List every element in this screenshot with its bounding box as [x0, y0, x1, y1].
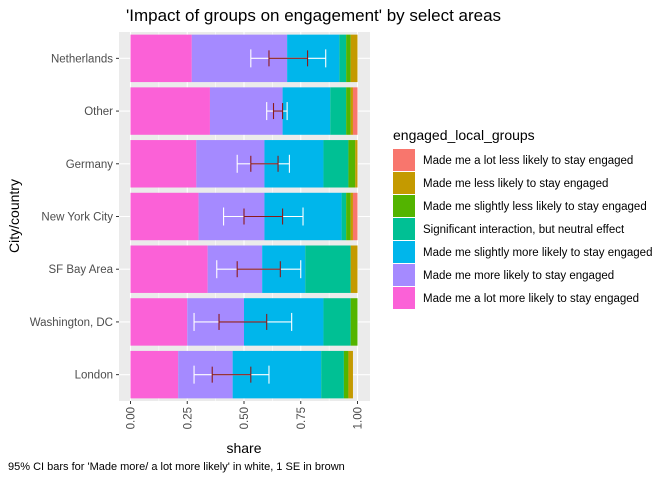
legend: Made me a lot less likely to stay engage…	[393, 149, 652, 309]
y-tick-label: SF Bay Area	[48, 264, 113, 276]
legend-title: engaged_local_groups	[393, 127, 535, 143]
legend-label: Significant interaction, but neutral eff…	[423, 224, 625, 236]
bar-segment	[130, 245, 208, 293]
legend-label: Made me a lot less likely to stay engage…	[423, 155, 633, 167]
bar-segment	[130, 192, 199, 241]
bar-segment	[350, 298, 358, 346]
error-bars	[193, 49, 327, 384]
bar-segment	[321, 350, 344, 399]
x-tick-label: 1.00	[353, 407, 365, 429]
x-tick-label: 0.50	[239, 407, 251, 429]
bar-segment	[352, 192, 358, 241]
bar-segment	[350, 192, 353, 241]
legend-label: Made me more likely to stay engaged	[423, 270, 614, 282]
bar-segment	[352, 87, 358, 135]
bar-segment	[130, 350, 179, 399]
bar-segment	[346, 192, 351, 241]
x-tick-label: 0.00	[126, 407, 138, 429]
x-axis-title: share	[226, 440, 261, 456]
bar-segment	[350, 245, 358, 293]
bar-segment	[343, 350, 349, 399]
bar-segment	[348, 350, 353, 399]
x-tick-label: 0.25	[182, 407, 194, 429]
legend-swatch	[393, 264, 415, 286]
legend-swatch	[393, 149, 415, 171]
bar-segment	[355, 140, 358, 188]
bar-segment	[350, 34, 358, 83]
bar-segment	[348, 140, 356, 188]
x-axis: 0.00 0.25 0.50 0.75 1.00	[126, 401, 365, 429]
bar-segment	[346, 87, 351, 135]
y-tick-label: Washington, DC	[30, 317, 113, 329]
y-tick-label: New York City	[41, 212, 113, 224]
legend-swatch	[393, 172, 415, 194]
bar-segment	[350, 87, 353, 135]
bar-segment	[339, 34, 347, 83]
legend-label: Made me less likely to stay engaged	[423, 178, 608, 190]
chart-title: 'Impact of groups on engagement' by sele…	[126, 6, 501, 25]
y-tick-label: Netherlands	[51, 53, 113, 65]
bar-segment	[341, 192, 347, 241]
bar-segment	[130, 140, 197, 188]
bar-segment	[346, 34, 351, 83]
legend-swatch	[393, 287, 415, 309]
legend-swatch	[393, 241, 415, 263]
legend-label: Made me slightly less likely to stay eng…	[423, 201, 647, 213]
bar-segment	[323, 140, 349, 188]
legend-swatch	[393, 218, 415, 240]
caption: 95% CI bars for 'Made more/ a lot more l…	[8, 461, 345, 473]
y-tick-label: Germany	[66, 159, 114, 171]
y-axis-title: City/country	[6, 179, 22, 253]
bar-segment	[130, 298, 188, 346]
bar-segment	[282, 87, 331, 135]
y-tick-label: London	[75, 370, 113, 382]
legend-swatch	[393, 195, 415, 217]
bar-segment	[323, 298, 351, 346]
bar-segment	[330, 87, 347, 135]
bar-segment	[130, 34, 192, 83]
legend-label: Made me a lot more likely to stay engage…	[423, 293, 639, 305]
legend-label: Made me slightly more likely to stay eng…	[423, 247, 652, 259]
bar-segment	[305, 245, 351, 293]
x-tick-label: 0.75	[296, 407, 308, 429]
bar-segment	[130, 87, 210, 135]
y-axis: Netherlands Other Germany New York City SF B…	[30, 53, 119, 382]
y-tick-label: Other	[84, 106, 113, 118]
